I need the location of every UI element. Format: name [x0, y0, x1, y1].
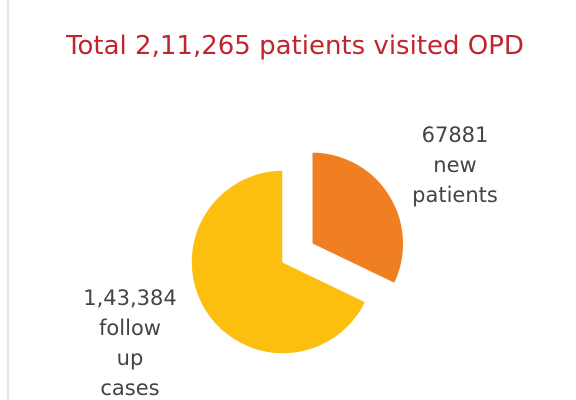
- pie-slice: [311, 151, 405, 285]
- pie-slice: [190, 169, 367, 355]
- slice-value: 1,43,384: [83, 286, 177, 310]
- slice-category: new patients: [412, 153, 498, 207]
- slice-label: 67881 new patients: [385, 120, 525, 210]
- slice-category: follow up cases: [99, 316, 161, 400]
- slice-value: 67881: [421, 123, 489, 147]
- slice-label: 1,43,384 follow up cases: [65, 283, 195, 400]
- chart-title: Total 2,11,265 patients visited OPD: [66, 31, 524, 61]
